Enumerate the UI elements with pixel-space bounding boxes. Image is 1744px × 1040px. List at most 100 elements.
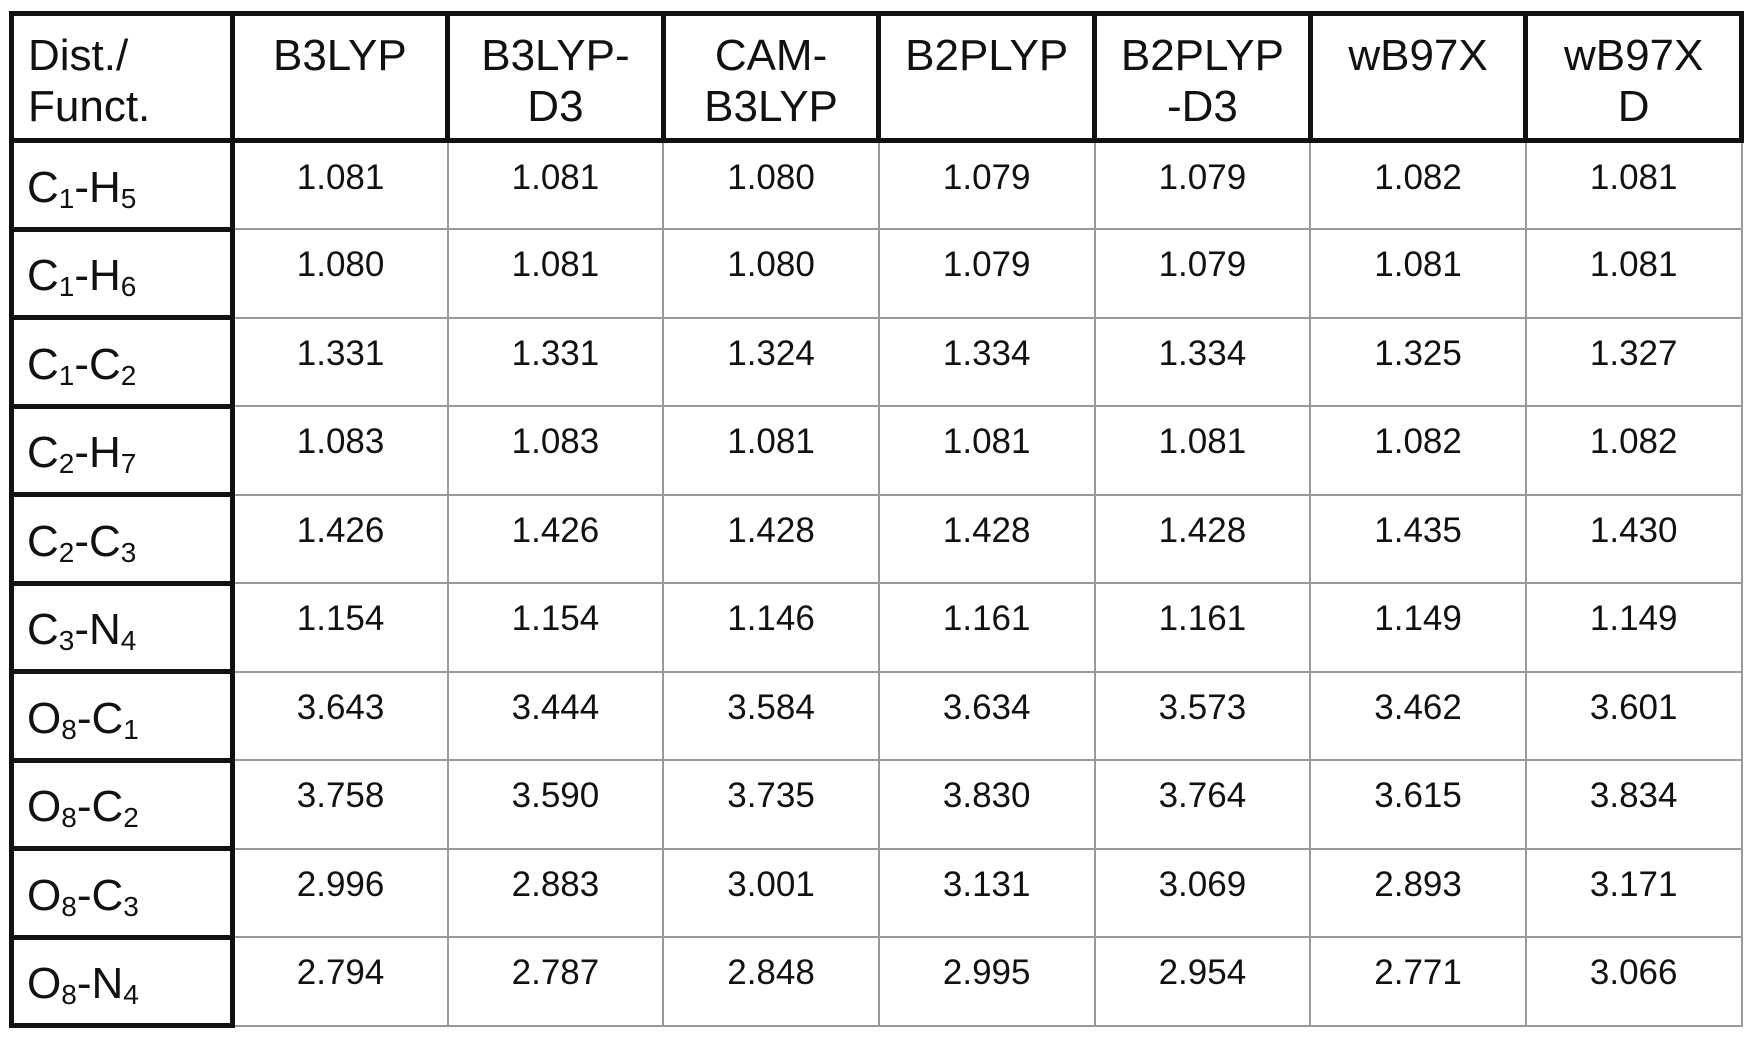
table-cell: 1.079 bbox=[1093, 139, 1312, 230]
table-cell: 3.573 bbox=[1093, 670, 1312, 761]
table-cell: 1.083 bbox=[231, 405, 449, 496]
table-cell: 1.080 bbox=[662, 139, 880, 230]
row-label-subscript: 4 bbox=[120, 625, 137, 657]
table-row: O8-C3 2.996 2.883 3.001 3.131 3.069 2.893 3.171 bbox=[9, 846, 1743, 940]
row-label: C2-H7 bbox=[9, 403, 235, 497]
row-label-symbol: -N bbox=[74, 605, 121, 655]
table-cell: 1.149 bbox=[1309, 582, 1527, 673]
row-label-subscript: 8 bbox=[61, 713, 77, 745]
row-label-subscript: 8 bbox=[61, 979, 77, 1011]
functional-header-line: wB97X bbox=[1563, 31, 1704, 80]
table-cell: 1.430 bbox=[1524, 493, 1743, 584]
table-cell: 1.081 bbox=[446, 228, 665, 319]
corner-header-line-2: Funct. bbox=[28, 82, 151, 131]
table-cell: 1.325 bbox=[1309, 316, 1527, 407]
table-cell: 3.001 bbox=[662, 847, 880, 938]
table-cell: 1.081 bbox=[877, 405, 1096, 496]
table-cell: 2.954 bbox=[1093, 936, 1312, 1027]
row-label-symbol: O bbox=[27, 782, 62, 832]
table-cell: 2.995 bbox=[877, 936, 1096, 1027]
row-label: C3-N4 bbox=[9, 580, 235, 674]
table-cell: 1.435 bbox=[1309, 493, 1527, 584]
row-label-symbol: C bbox=[27, 162, 59, 212]
row-label-symbol: -C bbox=[74, 339, 121, 389]
functional-header-line: D bbox=[1617, 82, 1650, 131]
corner-header-line-1: Dist./ bbox=[28, 31, 129, 80]
functional-header: B3LYP bbox=[229, 11, 451, 143]
table-cell: 3.590 bbox=[446, 759, 665, 850]
table-cell: 3.171 bbox=[1524, 847, 1743, 938]
table-cell: 3.758 bbox=[231, 759, 449, 850]
table-cell: 3.643 bbox=[231, 670, 449, 761]
row-label-subscript: 3 bbox=[120, 536, 137, 568]
table-cell: 2.787 bbox=[446, 936, 665, 1027]
table-body: C1-H5 1.081 1.081 1.080 1.079 1.079 1.082 1.081… bbox=[9, 138, 1743, 1028]
table-cell: 1.082 bbox=[1524, 405, 1743, 496]
row-label-subscript: 1 bbox=[58, 182, 75, 214]
table-row: O8-N4 2.794 2.787 2.848 2.995 2.954 2.771 3.066 bbox=[9, 934, 1743, 1028]
table-row: O8-C2 3.758 3.590 3.735 3.830 3.764 3.615 3.834 bbox=[9, 757, 1743, 851]
row-label-subscript: 2 bbox=[58, 448, 75, 480]
row-label-symbol: O bbox=[27, 959, 62, 1009]
table-cell: 1.079 bbox=[877, 228, 1096, 319]
row-label-symbol: -H bbox=[74, 251, 121, 301]
row-label: O8-C1 bbox=[9, 669, 235, 763]
table-cell: 3.131 bbox=[877, 847, 1096, 938]
row-label-subscript: 1 bbox=[123, 713, 139, 745]
table-cell: 1.082 bbox=[1309, 405, 1527, 496]
table-cell: 1.334 bbox=[1093, 316, 1312, 407]
table-cell: 1.081 bbox=[1524, 228, 1743, 319]
row-label-symbol: -H bbox=[74, 162, 121, 212]
row-label-symbol: -N bbox=[76, 959, 124, 1009]
functional-header-line: B3LYP bbox=[272, 31, 407, 80]
row-label-subscript: 8 bbox=[61, 802, 77, 834]
table-cell: 1.334 bbox=[877, 316, 1096, 407]
row-label-symbol: C bbox=[27, 516, 59, 566]
table-row: C1-C2 1.331 1.331 1.324 1.334 1.334 1.325 1.327 bbox=[9, 315, 1743, 409]
distance-table: Dist./ Funct. B3LYP B3LYP- D3 CAM- B3LYP B… bbox=[9, 11, 1744, 1028]
table-cell: 1.428 bbox=[1093, 493, 1312, 584]
table-cell: 2.771 bbox=[1309, 936, 1527, 1027]
functional-header-line: -D3 bbox=[1166, 82, 1238, 131]
row-label-subscript: 5 bbox=[120, 182, 137, 214]
table-cell: 3.066 bbox=[1524, 936, 1743, 1027]
distance-table-container: Dist./ Funct. B3LYP B3LYP- D3 CAM- B3LYP B… bbox=[9, 11, 1744, 1028]
table-cell: 3.764 bbox=[1093, 759, 1312, 850]
row-label-subscript: 2 bbox=[58, 536, 75, 568]
table-cell: 1.082 bbox=[1309, 139, 1527, 230]
table-row: O8-C1 3.643 3.444 3.584 3.634 3.573 3.462 3.601 bbox=[9, 669, 1743, 763]
row-label-symbol: C bbox=[27, 605, 59, 655]
table-cell: 2.794 bbox=[231, 936, 449, 1027]
functional-header-line: B2PLYP bbox=[1120, 31, 1284, 80]
table-cell: 1.081 bbox=[662, 405, 880, 496]
table-row: C2-C3 1.426 1.426 1.428 1.428 1.428 1.435 1.430 bbox=[9, 492, 1743, 586]
table-cell: 1.081 bbox=[446, 139, 665, 230]
table-cell: 3.462 bbox=[1309, 670, 1527, 761]
corner-header: Dist./ Funct. bbox=[9, 11, 235, 143]
table-cell: 3.834 bbox=[1524, 759, 1743, 850]
row-label-symbol: -C bbox=[76, 782, 124, 832]
row-label-subscript: 1 bbox=[58, 359, 75, 391]
functional-header: B2PLYP bbox=[876, 11, 1098, 143]
functional-header-line: B3LYP- bbox=[481, 31, 630, 80]
table-cell: 2.848 bbox=[662, 936, 880, 1027]
functional-header-line: wB97X bbox=[1348, 31, 1488, 80]
table-cell: 1.081 bbox=[1309, 228, 1527, 319]
row-label: O8-N4 bbox=[9, 934, 235, 1028]
table-cell: 1.161 bbox=[1093, 582, 1312, 673]
table-cell: 1.081 bbox=[1093, 405, 1312, 496]
table-cell: 1.324 bbox=[662, 316, 880, 407]
row-label: O8-C2 bbox=[9, 757, 235, 851]
table-cell: 1.426 bbox=[231, 493, 449, 584]
table-cell: 1.331 bbox=[446, 316, 665, 407]
table-row: C2-H7 1.083 1.083 1.081 1.081 1.081 1.082 1.082 bbox=[9, 403, 1743, 497]
table-cell: 1.149 bbox=[1524, 582, 1743, 673]
row-label-subscript: 2 bbox=[123, 802, 139, 834]
row-label-symbol: C bbox=[27, 251, 59, 301]
table-cell: 1.081 bbox=[231, 139, 449, 230]
row-label-subscript: 7 bbox=[120, 448, 137, 480]
table-row: C1-H5 1.081 1.081 1.080 1.079 1.079 1.082 1.081 bbox=[9, 138, 1743, 232]
table-cell: 1.083 bbox=[446, 405, 665, 496]
row-label-symbol: -C bbox=[76, 693, 124, 743]
row-label-subscript: 3 bbox=[58, 625, 75, 657]
